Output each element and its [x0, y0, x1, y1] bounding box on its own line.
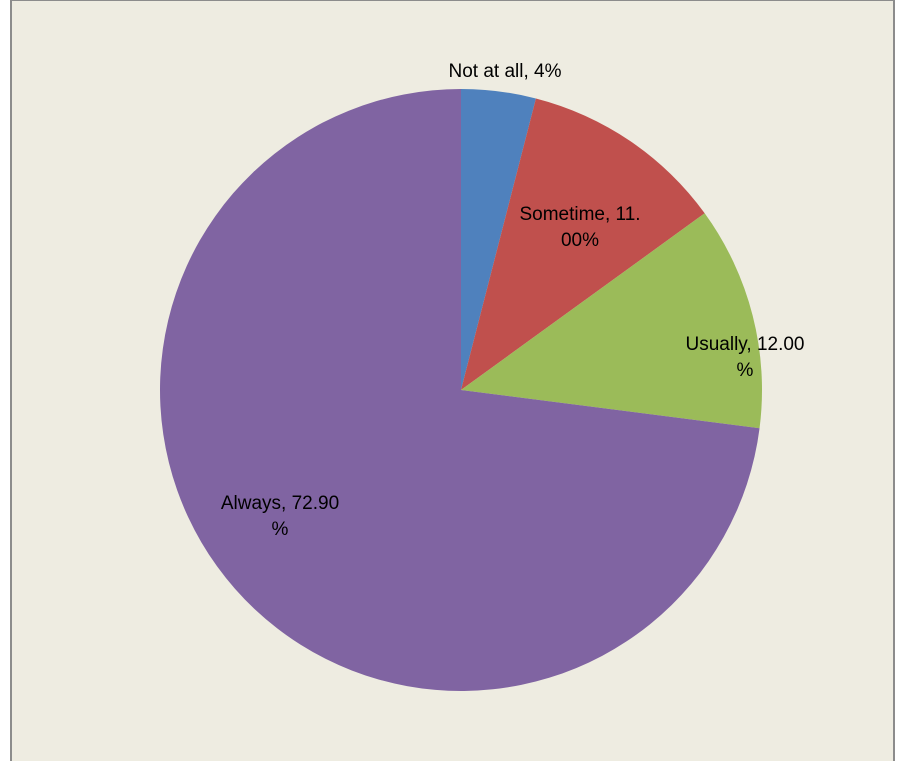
data-label-line: Sometime, 11. [519, 204, 640, 225]
pie-slice-not-at-all [461, 89, 536, 390]
pie-slice-always [159, 89, 760, 692]
pie-slice-usually [461, 213, 762, 429]
data-label-line: 00% [561, 230, 599, 251]
data-label-line: % [737, 360, 754, 381]
data-labels: Not at all, 4% Sometime, 11. 00% Usually, 1… [221, 61, 805, 540]
data-label-line: Always, 72.90 [221, 493, 339, 514]
data-label-not-at-all: Not at all, 4% [449, 61, 562, 82]
data-label-usually: Usually, 12.00% [686, 334, 805, 381]
data-label-always: Always, 72.90% [221, 493, 339, 540]
pie-slice-sometime [461, 98, 705, 390]
data-label-line: % [272, 519, 289, 540]
pie-slices [159, 89, 762, 692]
chart-frame [10, 0, 895, 761]
data-label-line: Not at all, 4% [449, 61, 562, 82]
data-label-line: Usually, 12.00 [686, 334, 805, 355]
data-label-sometime: Sometime, 11. 00% [519, 204, 640, 251]
